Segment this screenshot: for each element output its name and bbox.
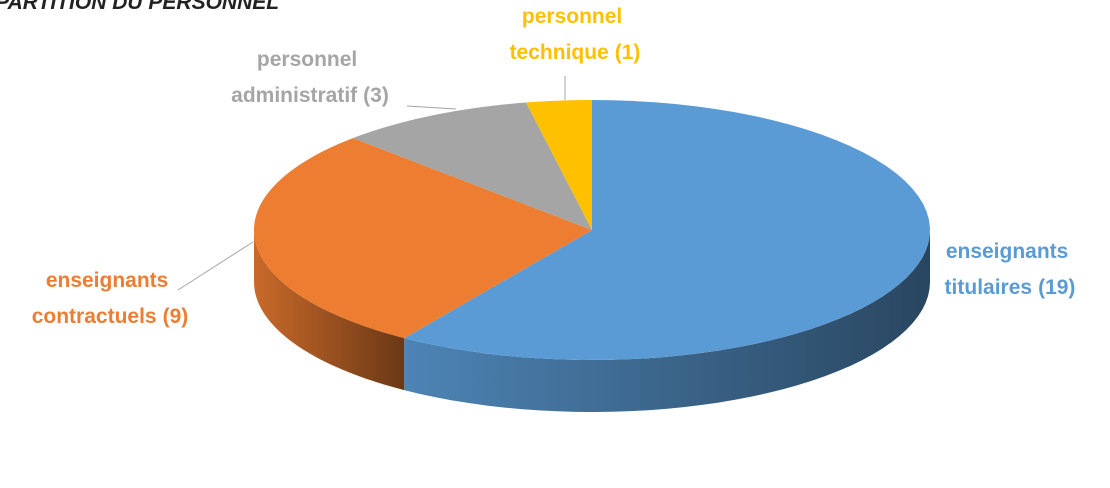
leader-line bbox=[406, 105, 457, 110]
pie bbox=[254, 100, 930, 412]
slice bbox=[404, 100, 930, 360]
labels: enseignants titulaires (19) enseignants co… bbox=[32, 5, 1076, 328]
leader-line bbox=[177, 241, 254, 291]
data-label: personnel technique bbox=[510, 5, 629, 64]
data-label: enseignants contractuels bbox=[32, 269, 174, 328]
value-label: (3) bbox=[363, 84, 389, 107]
slice bbox=[254, 138, 592, 339]
data-label: personnel administratif bbox=[231, 48, 363, 107]
value-label: (9) bbox=[163, 305, 189, 328]
value-label: (19) bbox=[1038, 276, 1075, 299]
slice-side bbox=[254, 230, 405, 391]
slice bbox=[526, 100, 592, 230]
chart-title: RÉPARTITION DU PERSONNEL bbox=[0, 0, 279, 14]
slice-side bbox=[404, 230, 930, 412]
data-label: enseignants titulaires bbox=[945, 240, 1075, 299]
slice bbox=[352, 102, 592, 230]
value-label: (1) bbox=[615, 41, 641, 64]
